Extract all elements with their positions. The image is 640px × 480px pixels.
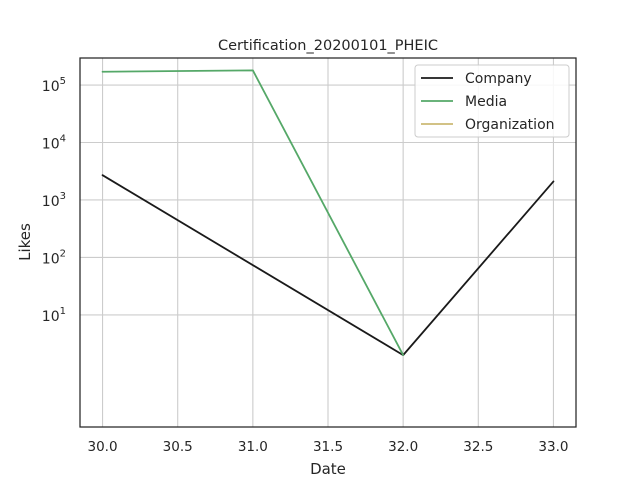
x-tick-label: 33.0 bbox=[538, 439, 568, 455]
y-tick-label: 105 bbox=[42, 76, 66, 95]
legend-box bbox=[414, 64, 570, 138]
y-tick-exponent: 2 bbox=[60, 248, 66, 259]
y-axis-label: Likes bbox=[16, 223, 34, 261]
y-tick-label: 104 bbox=[42, 133, 66, 152]
grid bbox=[80, 58, 576, 427]
y-tick-base: 10 bbox=[42, 251, 60, 267]
legend-label-organization: Organization bbox=[465, 117, 555, 133]
x-tick-label: 30.5 bbox=[163, 439, 193, 455]
series-line-media bbox=[101, 69, 405, 357]
y-tick-base: 10 bbox=[42, 136, 60, 152]
chart-title: Certification_20200101_PHEIC bbox=[218, 38, 438, 54]
y-tick-label: 101 bbox=[42, 306, 66, 325]
y-tick-label: 103 bbox=[42, 191, 66, 210]
x-axis-label: Date bbox=[310, 460, 346, 478]
legend-label-company: Company bbox=[465, 71, 532, 87]
x-tick-label: 32.0 bbox=[388, 439, 418, 455]
series-lines bbox=[101, 69, 555, 357]
x-tick-label: 31.0 bbox=[238, 439, 268, 455]
y-tick-exponent: 4 bbox=[60, 133, 66, 144]
legend: Company Media Organization bbox=[414, 64, 570, 138]
y-tick-exponent: 3 bbox=[60, 191, 66, 202]
x-tick-labels: 30.0 30.5 31.0 31.5 32.0 32.5 33.0 bbox=[88, 439, 569, 455]
x-tick-label: 31.5 bbox=[313, 439, 343, 455]
x-tick-label: 30.0 bbox=[88, 439, 118, 455]
y-tick-base: 10 bbox=[42, 79, 60, 95]
plot-frame bbox=[79, 57, 577, 428]
legend-label-media: Media bbox=[465, 94, 507, 110]
y-tick-label: 102 bbox=[42, 248, 66, 267]
y-tick-exponent: 5 bbox=[60, 76, 66, 87]
y-tick-base: 10 bbox=[42, 194, 60, 210]
x-tick-label: 32.5 bbox=[463, 439, 493, 455]
y-tick-base: 10 bbox=[42, 309, 60, 325]
y-tick-exponent: 1 bbox=[60, 306, 66, 317]
